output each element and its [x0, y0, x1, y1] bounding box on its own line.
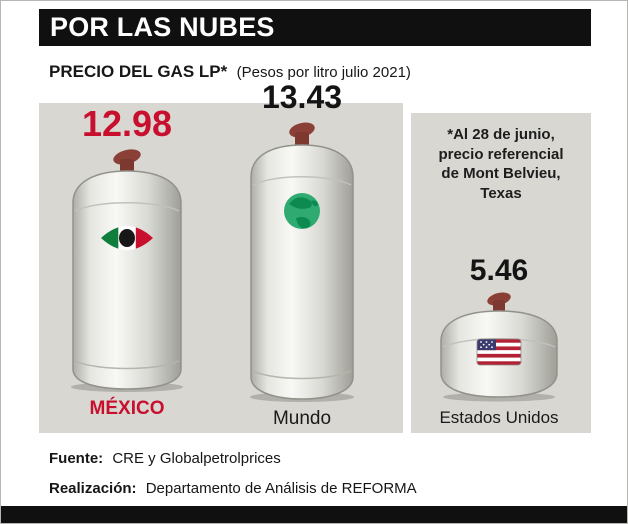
chart-subtitle-row: PRECIO DEL GAS LP* (Pesos por litro juli… [49, 62, 411, 82]
source-line: Fuente: CRE y Globalpetrolprices [49, 450, 281, 467]
gas-tank-mundo-graphic [250, 122, 354, 402]
realization-label: Realización: [49, 480, 137, 497]
us-flag-icon [476, 338, 522, 365]
price-mexico: 12.98 [81, 103, 173, 144]
gas-tank-us-graphic [440, 291, 558, 401]
footnote-line-1: *Al 28 de junio, [447, 126, 555, 143]
label-estados-unidos: Estados Unidos [439, 407, 559, 427]
tank-mexico: 12.98 [57, 105, 197, 420]
globe-icon [284, 192, 320, 229]
tank-mundo: 13.43 [238, 79, 366, 430]
price-estados-unidos: 5.46 [469, 254, 529, 287]
realization-text: Departamento de Análisis de REFORMA [145, 480, 417, 497]
footnote-line-3: de Mont Belvieu, [441, 165, 561, 182]
gas-tank-mexico-graphic [71, 149, 183, 392]
realization-line: Realización: Departamento de Análisis de… [49, 480, 417, 497]
source-label: Fuente: [49, 450, 104, 467]
label-mundo: Mundo [272, 407, 332, 429]
footnote-line-4: Texas [480, 184, 522, 202]
title-bar: POR LAS NUBES [39, 9, 591, 46]
chart-title: PRECIO DEL GAS LP* [49, 62, 228, 81]
source-text: CRE y Globalpetrolprices [112, 450, 281, 467]
footnote: *Al 28 de junio, precio referencial de M… [421, 125, 581, 203]
label-mexico: MÉXICO [89, 397, 165, 419]
price-mundo: 13.43 [261, 79, 343, 115]
page-title: POR LAS NUBES [50, 12, 275, 42]
bottom-bar [1, 506, 627, 523]
tank-estados-unidos: 5.46 [429, 255, 569, 428]
chart-title-detail: (Pesos por litro julio 2021) [236, 64, 411, 81]
footnote-line-2: precio referencial [438, 145, 564, 163]
